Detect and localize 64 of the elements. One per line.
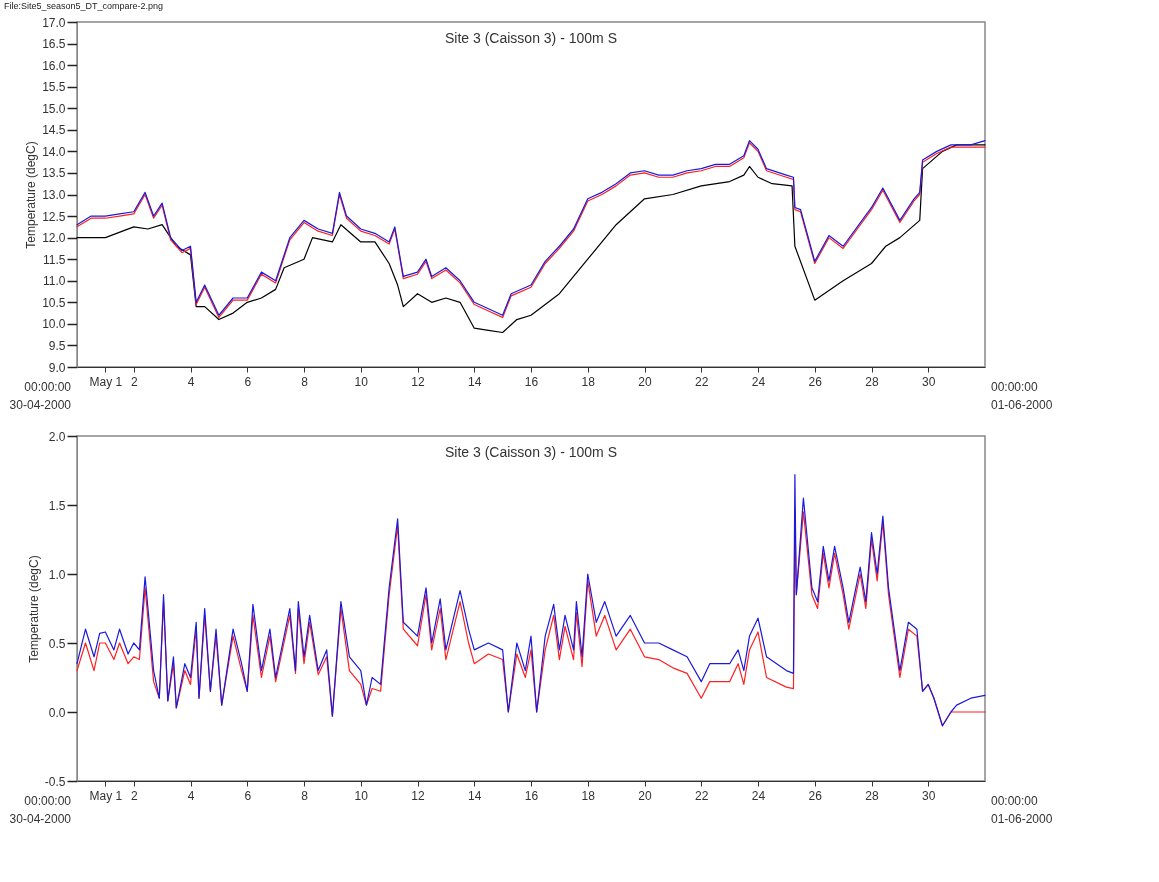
y-axis-title: Temperature (degC) bbox=[26, 555, 41, 663]
x-tick-label: 30 bbox=[922, 374, 936, 389]
y-tick-label: 11.5 bbox=[43, 252, 66, 267]
x-tick-label: 6 bbox=[244, 374, 252, 389]
text: Site 3 (Caisson 3) - 100m S bbox=[445, 30, 617, 46]
x-tick-label: 6 bbox=[244, 788, 252, 803]
y-tick-label: 13.0 bbox=[42, 188, 66, 202]
x-tick-label: 2 bbox=[130, 374, 138, 389]
x-tick-label: 12 bbox=[411, 788, 425, 803]
x-tick-label: 10 bbox=[354, 788, 369, 803]
x-tick-label: 4 bbox=[187, 374, 195, 389]
y-tick-label: 12.0 bbox=[42, 231, 66, 246]
y-axis-title: Temperature (degC) bbox=[24, 141, 39, 249]
x-tick-label: 20 bbox=[638, 788, 652, 803]
x-tick-label: May 1 bbox=[89, 374, 123, 389]
x-tick-label: 10 bbox=[354, 374, 369, 389]
y-tick-label: 9.5 bbox=[48, 338, 66, 353]
y-tick-label: 9.0 bbox=[48, 360, 66, 375]
x-tick-label: May 1 bbox=[89, 788, 123, 803]
text: File:Site5_season5_DT_compare-2.png bbox=[3, 0, 165, 12]
x-tick-label: 28 bbox=[865, 788, 879, 803]
x-tick-label: 16 bbox=[524, 788, 539, 803]
x-tick-label: 18 bbox=[581, 374, 596, 389]
x-tick-label: 12 bbox=[411, 374, 425, 389]
y-tick-label: 15.5 bbox=[42, 80, 66, 95]
text: 00:00:00 01-06-2000 bbox=[991, 380, 1053, 412]
y-tick-label: 1.5 bbox=[48, 498, 66, 513]
y-tick-label: 14.0 bbox=[42, 144, 66, 159]
text: 00:00:00 30-04-2000 bbox=[9, 794, 72, 826]
x-tick-label: 26 bbox=[808, 374, 823, 389]
text: Site 3 (Caisson 3) - 100m S bbox=[445, 444, 617, 460]
x-tick-label: 8 bbox=[301, 788, 309, 803]
y-tick-label: 0.0 bbox=[48, 705, 66, 720]
y-tick-label: 13.5 bbox=[42, 166, 66, 181]
y-tick-label: 15.0 bbox=[42, 101, 66, 116]
y-tick-label: 1.0 bbox=[48, 567, 66, 582]
y-tick-label: 12.5 bbox=[42, 209, 66, 224]
x-tick-label: 24 bbox=[751, 788, 766, 803]
y-tick-label: 16.0 bbox=[42, 58, 66, 73]
x-tick-label: 22 bbox=[695, 788, 709, 803]
y-tick-label: 11.0 bbox=[43, 274, 66, 289]
x-tick-label: 8 bbox=[301, 374, 309, 389]
y-tick-label: 10.0 bbox=[42, 317, 66, 332]
y-tick-label: 14.5 bbox=[42, 123, 66, 138]
y-tick-label: 17.0 bbox=[42, 15, 66, 30]
y-tick-label: -0.5 bbox=[44, 774, 66, 789]
x-tick-label: 4 bbox=[187, 788, 195, 803]
x-tick-label: 18 bbox=[581, 788, 596, 803]
x-tick-label: 26 bbox=[808, 788, 823, 803]
y-tick-label: 16.5 bbox=[42, 37, 66, 52]
x-tick-label: 14 bbox=[468, 788, 482, 803]
x-tick-label: 20 bbox=[638, 374, 652, 389]
x-tick-label: 28 bbox=[865, 374, 879, 389]
x-tick-label: 22 bbox=[695, 374, 709, 389]
x-tick-label: 24 bbox=[751, 374, 766, 389]
x-tick-label: 16 bbox=[524, 374, 539, 389]
y-tick-label: 2.0 bbox=[48, 429, 66, 444]
x-tick-label: 2 bbox=[130, 788, 138, 803]
x-tick-label: 30 bbox=[922, 788, 936, 803]
y-tick-label: 0.5 bbox=[48, 636, 66, 651]
text: 00:00:00 30-04-2000 bbox=[9, 380, 72, 412]
x-tick-label: 14 bbox=[468, 374, 482, 389]
y-tick-label: 10.5 bbox=[42, 295, 66, 310]
text: 00:00:00 01-06-2000 bbox=[991, 794, 1053, 826]
